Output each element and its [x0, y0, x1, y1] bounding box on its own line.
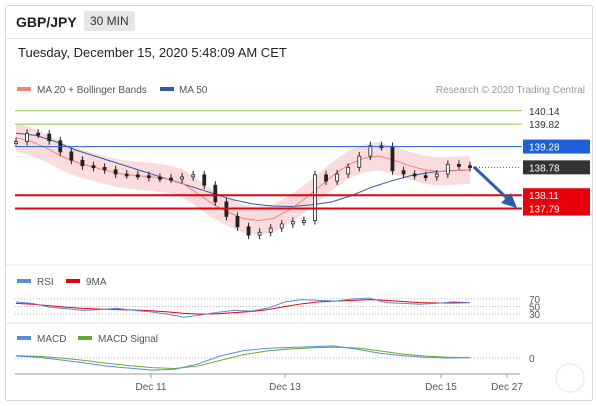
level-label-support: 138.11	[529, 191, 559, 202]
x-tick-label: Dec 27	[491, 382, 523, 393]
price-panel	[14, 123, 520, 240]
level-label-current: 138.78	[529, 163, 560, 174]
candle-body	[290, 221, 295, 225]
candle-body	[246, 226, 251, 236]
rsi-ma-legend-label: 9MA	[86, 277, 107, 288]
candle-body	[412, 173, 417, 177]
level-tag-pivot	[523, 139, 590, 154]
candle-body	[169, 177, 173, 181]
chart-header: GBP/JPY 30 MIN	[6, 6, 592, 39]
candle-body	[279, 223, 284, 229]
level-label-resistance: 140.14	[529, 107, 560, 118]
level-tag-support	[523, 188, 590, 203]
zoom-control-icon[interactable]	[555, 363, 585, 393]
macd-line	[15, 345, 471, 371]
candle-body	[113, 169, 118, 175]
projection-arrow	[472, 165, 517, 208]
level-tag-current	[523, 160, 590, 175]
candle-body	[191, 174, 196, 178]
ma20-legend-label: MA 20 + Bollinger Bands	[37, 85, 147, 96]
candle-body	[36, 132, 41, 136]
macd-signal-legend-swatch	[78, 336, 92, 340]
candle-body	[14, 141, 18, 144]
candle-body	[25, 132, 29, 142]
rsi-level-label: 70	[529, 295, 541, 306]
rsi-line	[15, 297, 471, 318]
level-label-support: 137.79	[529, 205, 560, 216]
ma20-legend-swatch	[17, 87, 31, 91]
macd-zero-label: 0	[529, 354, 535, 365]
candle-body	[390, 146, 395, 172]
candle-body	[124, 173, 129, 177]
candle-body	[180, 176, 184, 180]
chart-datetime: Tuesday, December 15, 2020 5:48:09 AM CE…	[18, 45, 287, 60]
x-axis-labels: Dec 11 Dec 13 Dec 15 Dec 27	[136, 374, 523, 393]
level-tag-support	[523, 201, 590, 216]
candle-body	[346, 166, 351, 175]
level-label-pivot: 139.28	[529, 143, 560, 154]
bollinger-band	[16, 123, 470, 235]
ma50-legend-label: MA 50	[179, 85, 208, 96]
candle-body	[158, 176, 162, 180]
candle-body	[202, 174, 207, 186]
candle-body	[445, 164, 450, 175]
candle-body	[146, 175, 151, 179]
currency-pair: GBP/JPY	[16, 14, 77, 30]
candle-body	[102, 166, 107, 171]
rsi-level-label: 50	[529, 303, 541, 314]
candle-body	[47, 133, 52, 142]
candle-body	[313, 174, 317, 221]
candle-body	[80, 159, 85, 167]
x-tick-label: Dec 11	[136, 382, 167, 393]
price-level-lines: 140.14 139.82 139.28 138.78 138.11 137.79	[15, 107, 590, 216]
rsi-legend-swatch	[17, 279, 31, 283]
candle-body	[434, 173, 439, 178]
rsi-level-label: 30	[529, 310, 541, 321]
candle-body	[401, 170, 406, 175]
ma50-line	[15, 132, 471, 207]
rsi-legend-label: RSI	[37, 277, 54, 288]
candle-body	[91, 165, 96, 169]
candle-body	[423, 175, 428, 179]
rsi-ma-legend-swatch	[66, 279, 80, 283]
ma50-legend-swatch	[160, 87, 174, 91]
macd-panel: 0	[15, 345, 535, 371]
candle-body	[257, 231, 262, 236]
rsi-ma-line	[15, 299, 471, 315]
x-tick-label: Dec 15	[425, 382, 457, 393]
macd-signal-line	[15, 346, 471, 369]
candle-body	[135, 174, 140, 178]
candle-body	[302, 220, 306, 223]
research-credit: Research © 2020 Trading Central	[436, 85, 585, 96]
candle-body	[235, 216, 240, 228]
candle-body	[213, 184, 218, 203]
candle-body	[268, 227, 273, 233]
candle-body	[324, 174, 328, 182]
level-label-resistance: 139.82	[529, 120, 560, 131]
timeframe-badge[interactable]: 30 MIN	[84, 11, 135, 31]
candle-body	[69, 151, 74, 161]
macd-legend-label: MACD	[37, 334, 66, 345]
candle-body	[357, 155, 362, 168]
x-tick-label: Dec 13	[269, 382, 301, 393]
candle-body	[368, 145, 373, 157]
macd-legend-swatch	[17, 336, 31, 340]
macd-signal-legend-label: MACD Signal	[98, 334, 158, 345]
candle-body	[335, 173, 340, 182]
candle-body	[457, 164, 461, 167]
chart-widget: GBP/JPY 30 MIN Tuesday, December 15, 202…	[5, 5, 593, 401]
